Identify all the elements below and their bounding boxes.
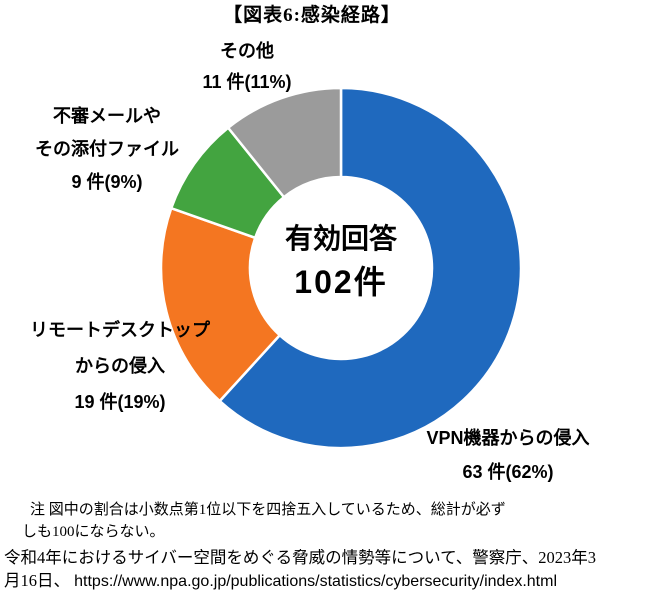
footnote-line1: 注 図中の割合は小数点第1位以下を四捨五入しているため、総計が必ず (30, 502, 506, 518)
callout-email-value: 9 件(9%) (71, 172, 143, 192)
donut-segment-3-11pct (226, 86, 343, 199)
callout-email-label-line1: 不審メールや (53, 106, 161, 126)
center-label-line1: 有効回答 (284, 223, 397, 254)
callout-vpn-value: 63 件(62%) (462, 462, 554, 482)
callout-other-value: 11 件(11%) (202, 72, 292, 92)
callout-rdp-value: 19 件(19%) (74, 392, 166, 412)
source-date: 月16日、 (4, 571, 75, 590)
callout-vpn-label: VPN機器からの侵入 (426, 428, 590, 448)
footnote-line2: しも100にならない。 (22, 524, 165, 540)
callout-other-label: その他 (220, 41, 274, 61)
callout-suspicious-email: 不審メールや その添付ファイル 9 件(9%) (27, 100, 187, 199)
donut-segment-0-62pct (218, 86, 523, 450)
source-line1: 令和4年におけるサイバー空間をめぐる脅威の情勢等について、警察庁、2023年3 (4, 548, 597, 567)
source-line2: 月16日、 https://www.npa.go.jp/publications… (4, 569, 654, 593)
callout-email-label-line2: その添付ファイル (35, 139, 179, 159)
center-label-line2: 102件 (294, 264, 388, 300)
donut-center-label: 有効回答 102件 (241, 222, 441, 308)
footnote: 注 図中の割合は小数点第1位以下を四捨五入しているため、総計が必ず しも100に… (22, 499, 632, 543)
callout-vpn: VPN機器からの侵入 63 件(62%) (398, 421, 618, 489)
callout-rdp-label-line1: リモートデスクトップ (30, 320, 210, 340)
callout-rdp-label-line2: からの侵入 (75, 356, 165, 376)
donut-segment-1-19pct (159, 206, 281, 403)
callout-remote-desktop: リモートデスクトップ からの侵入 19 件(19%) (15, 312, 225, 420)
source-citation: 令和4年におけるサイバー空間をめぐる脅威の情勢等について、警察庁、2023年3 … (4, 546, 654, 593)
source-url: https://www.npa.go.jp/publications/stati… (74, 573, 558, 590)
figure-title: 【図表6:感染経路】 (223, 5, 401, 26)
callout-other: その他 11 件(11%) (167, 36, 327, 98)
